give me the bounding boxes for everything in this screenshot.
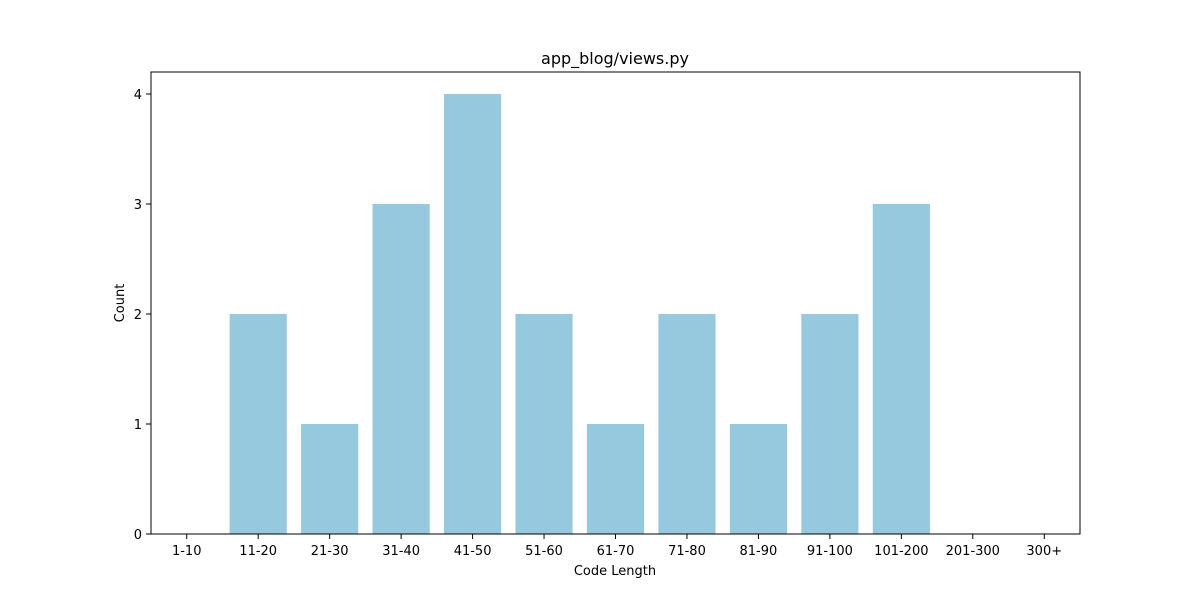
x-tick-label: 91-100 [807,544,853,559]
bar [373,204,430,534]
x-tick-label: 21-30 [311,544,349,559]
x-tick-label: 101-200 [874,544,928,559]
x-tick-label: 300+ [1026,544,1062,559]
x-tick-label: 11-20 [239,544,277,559]
bar [873,204,930,534]
x-tick-label: 61-70 [597,544,635,559]
bar [301,424,358,534]
y-tick-label: 0 [134,528,142,543]
y-tick-label: 4 [134,88,142,103]
bar [730,424,787,534]
x-tick-label: 71-80 [668,544,706,559]
x-tick-label: 31-40 [382,544,420,559]
bar [515,314,572,534]
x-tick-label: 201-300 [946,544,1000,559]
bar [444,94,501,534]
x-tick-label: 1-10 [172,544,202,559]
bar [801,314,858,534]
bar [230,314,287,534]
x-axis-ticks: 1-10 11-20 21-30 31-40 41-50 51-60 61-70 71-80 8… [172,534,1062,559]
bar [587,424,644,534]
y-tick-label: 3 [134,198,142,213]
y-axis-label: Count [113,284,128,323]
y-tick-label: 2 [134,308,142,323]
chart-title: app_blog/views.py [541,49,689,69]
bars-group [230,94,930,534]
y-tick-label: 1 [134,418,142,433]
x-tick-label: 81-90 [740,544,778,559]
x-axis-label: Code Length [574,564,656,579]
bar [658,314,715,534]
y-axis-ticks: 0 1 2 3 4 [134,88,151,543]
x-tick-label: 41-50 [454,544,492,559]
x-tick-label: 51-60 [525,544,563,559]
